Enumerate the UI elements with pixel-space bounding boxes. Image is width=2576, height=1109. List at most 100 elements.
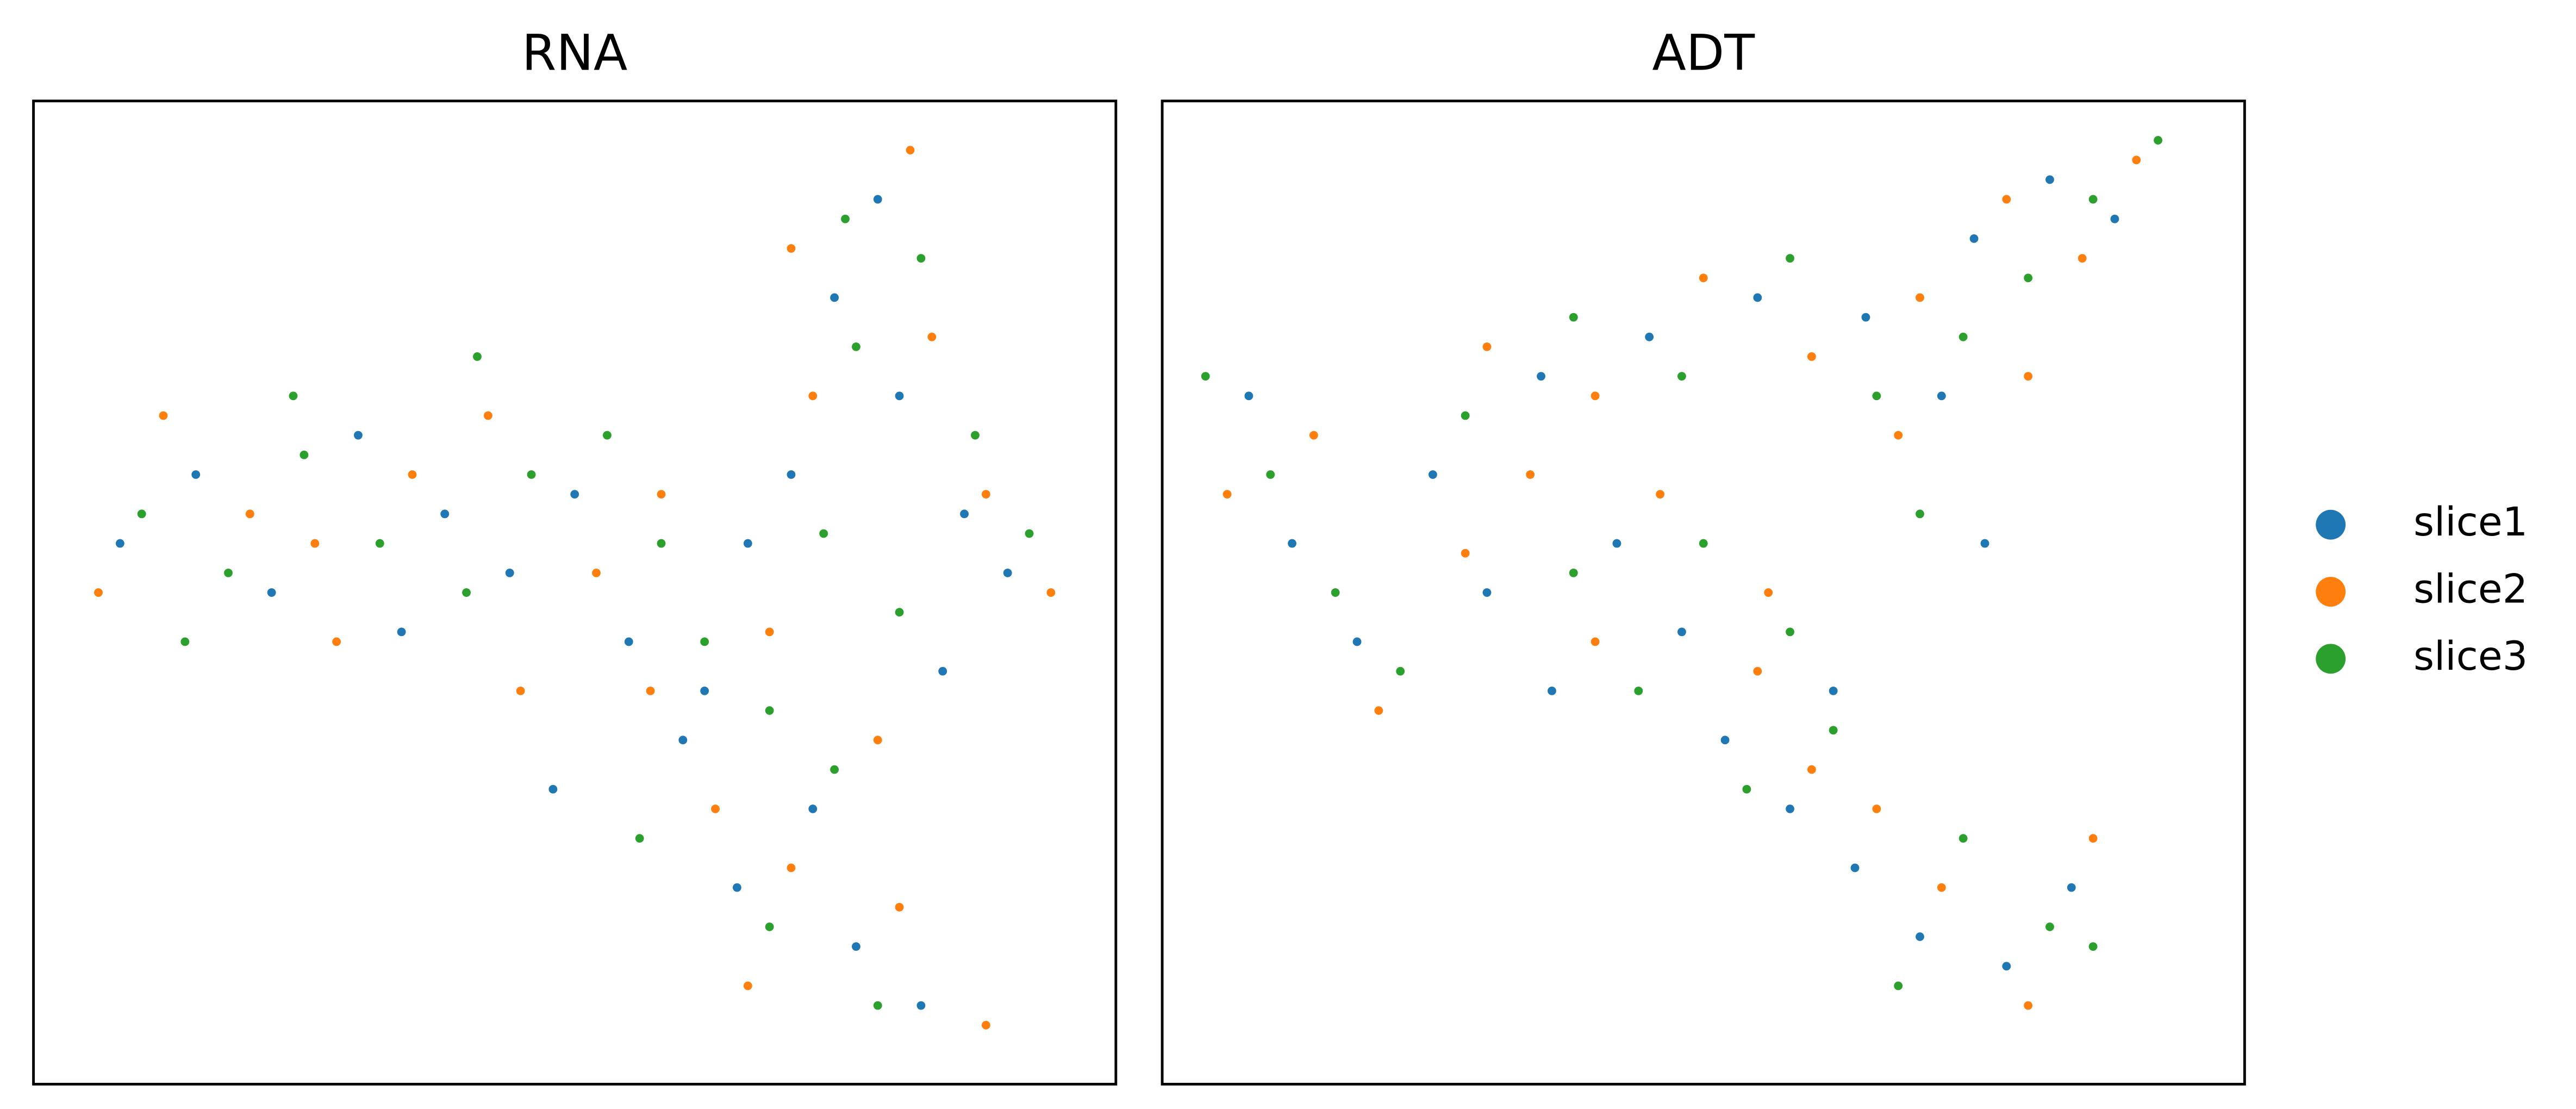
point [2024, 372, 2033, 381]
point [895, 391, 904, 401]
point [1309, 431, 1318, 440]
point [516, 686, 525, 695]
point [1526, 470, 1535, 479]
point [159, 411, 168, 420]
point [906, 146, 915, 155]
point [895, 608, 904, 617]
point [1958, 834, 1968, 843]
point [570, 490, 579, 499]
point [1677, 627, 1686, 637]
legend-marker [2316, 644, 2346, 674]
point [646, 686, 655, 695]
point [841, 214, 850, 223]
point [94, 588, 103, 597]
point [1807, 352, 1816, 361]
point [310, 539, 320, 548]
point [2088, 942, 2098, 951]
point [1537, 372, 1545, 381]
legend-marker [2316, 509, 2346, 540]
point [657, 539, 666, 548]
point [1612, 539, 1621, 548]
point [2045, 923, 2054, 931]
point [375, 539, 384, 548]
point [1331, 588, 1340, 597]
point [1645, 332, 1654, 341]
point [981, 490, 990, 499]
point [2110, 214, 2119, 223]
point [1916, 293, 1924, 302]
point [592, 568, 601, 577]
point [1753, 293, 1762, 302]
point [657, 490, 666, 499]
point [852, 342, 860, 351]
point [732, 883, 741, 892]
point [678, 736, 688, 745]
point [787, 863, 796, 873]
point [765, 923, 774, 931]
point [1969, 234, 1979, 243]
point [624, 637, 633, 646]
point [743, 539, 752, 548]
point [873, 736, 882, 745]
point [483, 411, 492, 420]
point [765, 627, 774, 637]
point [1786, 254, 1794, 263]
point [1677, 372, 1686, 381]
point [1753, 666, 1762, 676]
point [938, 666, 947, 676]
point [960, 509, 969, 519]
point [191, 470, 201, 479]
point [1699, 273, 1708, 283]
point [2067, 883, 2076, 892]
point [2024, 1001, 2033, 1010]
panel-title: ADT [1652, 23, 1755, 82]
point [1786, 627, 1794, 637]
point [830, 293, 839, 302]
point [1590, 637, 1600, 646]
point [180, 637, 190, 646]
point [267, 588, 276, 597]
point [1461, 549, 1470, 558]
point [440, 509, 450, 519]
point [916, 1001, 926, 1010]
point [1374, 706, 1383, 715]
point [473, 352, 482, 361]
point [873, 1001, 882, 1010]
point [2088, 834, 2098, 843]
point [1764, 588, 1773, 597]
point [1003, 568, 1012, 577]
point [895, 902, 904, 912]
point [2002, 195, 2011, 204]
point [1829, 686, 1838, 695]
legend-marker [2316, 577, 2346, 607]
point [1916, 509, 1924, 519]
point [1937, 883, 1946, 892]
point [527, 470, 536, 479]
point [1590, 391, 1600, 401]
point [711, 805, 720, 813]
point [787, 244, 796, 253]
point [787, 470, 796, 479]
point [1872, 805, 1881, 813]
legend-label: slice3 [2413, 633, 2528, 680]
point [1980, 539, 1989, 548]
legend-label: slice2 [2413, 566, 2528, 613]
point [1569, 568, 1578, 577]
point [1829, 726, 1838, 735]
point [354, 431, 363, 440]
point [700, 686, 709, 695]
point [819, 529, 828, 538]
point [765, 706, 774, 715]
point [332, 637, 341, 646]
point [548, 784, 558, 794]
point [830, 765, 839, 774]
point [873, 195, 882, 204]
point [1266, 470, 1275, 479]
point [1937, 391, 1946, 401]
point [1201, 372, 1210, 381]
point [603, 431, 612, 440]
point [1861, 313, 1870, 322]
point [808, 805, 818, 813]
